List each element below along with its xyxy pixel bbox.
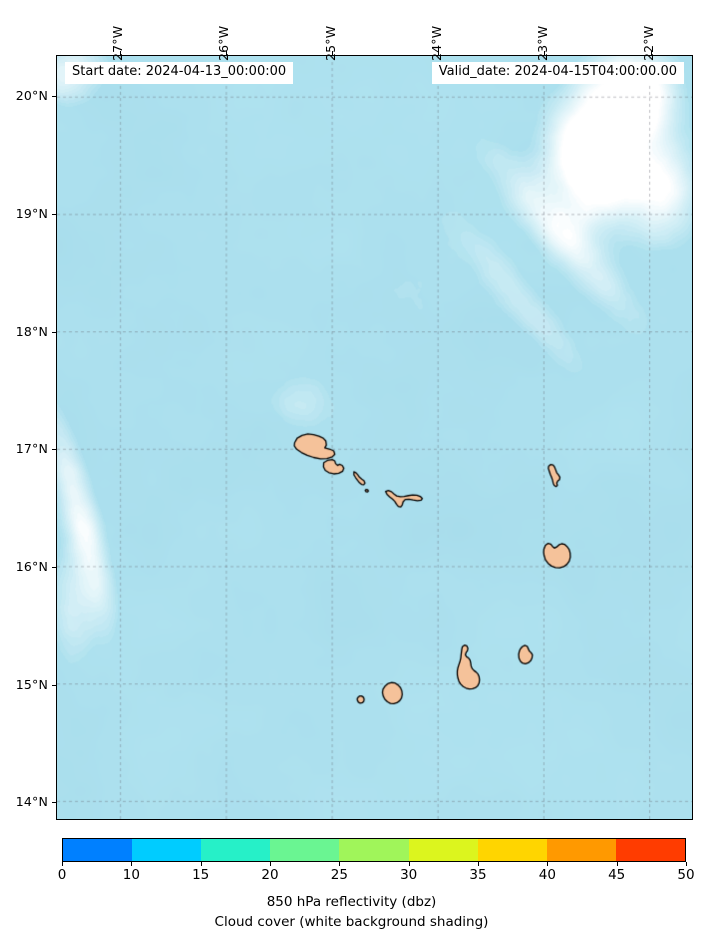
x-tick-label: 24°W: [428, 25, 444, 61]
colorbar-segment: [546, 839, 616, 861]
colorbar-tick-mark: [547, 862, 549, 866]
colorbar-segment: [132, 839, 202, 861]
y-tick-mark: [52, 684, 56, 686]
colorbar-tick-mark: [339, 862, 341, 866]
colorbar-tick-mark: [408, 862, 410, 866]
colorbar-segment: [339, 839, 409, 861]
x-tick-label: 25°W: [322, 25, 338, 61]
colorbar-tick-label: 0: [57, 867, 67, 883]
y-tick-mark: [52, 449, 56, 451]
caption-line-1: 850 hPa reflectivity (dbz): [266, 894, 437, 910]
map-axes: Start date: 2024-04-13_00:00:00 Valid_da…: [56, 55, 693, 820]
caption-line-2: Cloud cover (white background shading): [214, 913, 489, 930]
colorbar-segment: [201, 839, 271, 861]
x-tick-label: 27°W: [110, 25, 126, 61]
x-tick-mark: [544, 51, 546, 55]
figure-caption: 850 hPa reflectivity (dbz) Cloud cover (…: [0, 893, 703, 932]
colorbar-tick-mark: [478, 862, 479, 866]
colorbar-tick-label: 50: [677, 867, 695, 883]
colorbar-segment: [408, 839, 478, 861]
colorbar-tick-label: 25: [330, 867, 348, 883]
colorbar-segment: [63, 839, 133, 861]
x-tick-mark: [438, 51, 440, 55]
colorbar-segment: [270, 839, 340, 861]
colorbar-tick-label: 20: [261, 867, 279, 883]
colorbar-tick-label: 15: [192, 867, 210, 883]
colorbar-tick-label: 30: [400, 867, 418, 883]
colorbar-tick-label: 40: [538, 867, 556, 883]
colorbar-tick-label: 45: [608, 867, 626, 883]
colorbar-segment: [477, 839, 547, 861]
y-tick-label: 17°N: [15, 441, 48, 457]
y-tick-mark: [52, 213, 56, 215]
start-date-annotation: Start date: 2024-04-13_00:00:00: [65, 62, 294, 84]
x-tick-mark: [225, 51, 227, 55]
y-tick-label: 19°N: [15, 205, 48, 221]
colorbar-segment: [615, 839, 685, 861]
colorbar-tick-mark: [270, 862, 271, 866]
colorbar-tick-mark: [686, 862, 687, 866]
x-tick-label: 22°W: [641, 25, 657, 61]
colorbar-tick-mark: [62, 862, 63, 866]
y-tick-mark: [52, 802, 56, 804]
x-tick-label: 23°W: [534, 25, 550, 61]
colorbar: [62, 838, 686, 862]
x-tick-mark: [332, 51, 334, 55]
colorbar-tick-label: 10: [122, 867, 140, 883]
valid-date-annotation: Valid_date: 2024-04-15T04:00:00.00: [431, 62, 684, 84]
y-tick-label: 18°N: [15, 323, 48, 339]
colorbar-ticks: 0 10 15 20 25 30 35 40 45 50: [0, 862, 703, 888]
colorbar-tick-mark: [131, 862, 133, 866]
map-raster: [57, 56, 692, 819]
y-tick-label: 15°N: [15, 676, 48, 692]
x-tick-mark: [650, 51, 652, 55]
colorbar-tick-label: 35: [469, 867, 487, 883]
colorbar-tick-mark: [200, 862, 202, 866]
y-tick-mark: [52, 96, 56, 98]
x-tick-label: 26°W: [216, 25, 232, 61]
x-tick-mark: [119, 51, 121, 55]
y-tick-label: 14°N: [15, 794, 48, 810]
y-tick-label: 16°N: [15, 558, 48, 574]
y-tick-mark: [52, 331, 56, 333]
y-tick-label: 20°N: [15, 88, 48, 104]
colorbar-tick-mark: [616, 862, 618, 866]
y-tick-mark: [52, 566, 56, 568]
